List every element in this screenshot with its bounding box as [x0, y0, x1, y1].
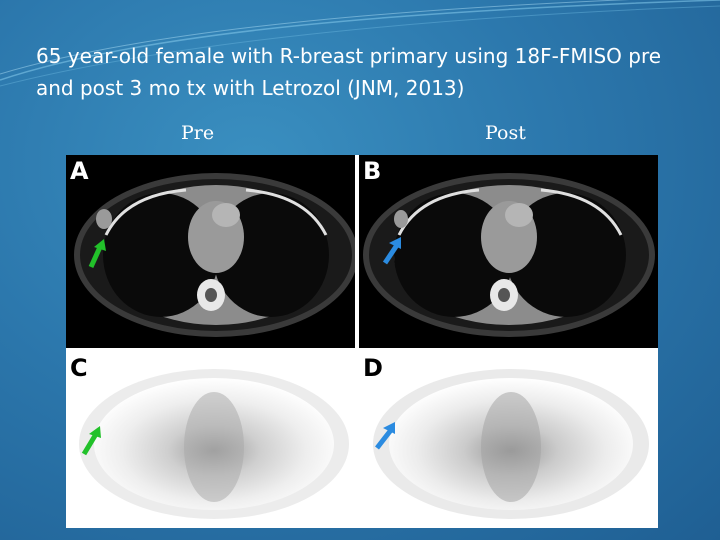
panel-letter-d: D — [363, 354, 383, 382]
decorative-swoosh — [0, 0, 720, 87]
panel-letter-a: A — [70, 157, 89, 185]
ct-scan-image — [359, 155, 658, 348]
column-label-post: Post — [485, 122, 526, 144]
panel-d-pet-post: D — [359, 352, 658, 528]
panel-c-pet-pre: C — [66, 352, 355, 528]
panel-letter-c: C — [70, 354, 88, 382]
panel-letter-b: B — [363, 157, 382, 185]
scan-figure: A B — [66, 155, 658, 528]
panel-b-ct-post: B — [359, 155, 658, 348]
column-label-pre: Pre — [181, 122, 215, 144]
pet-scan-image — [66, 352, 355, 528]
slide-title: 65 year-old female with R-breast primary… — [36, 44, 662, 100]
ct-scan-image — [66, 155, 355, 348]
panel-a-ct-pre: A — [66, 155, 355, 348]
pet-scan-image — [359, 352, 658, 528]
